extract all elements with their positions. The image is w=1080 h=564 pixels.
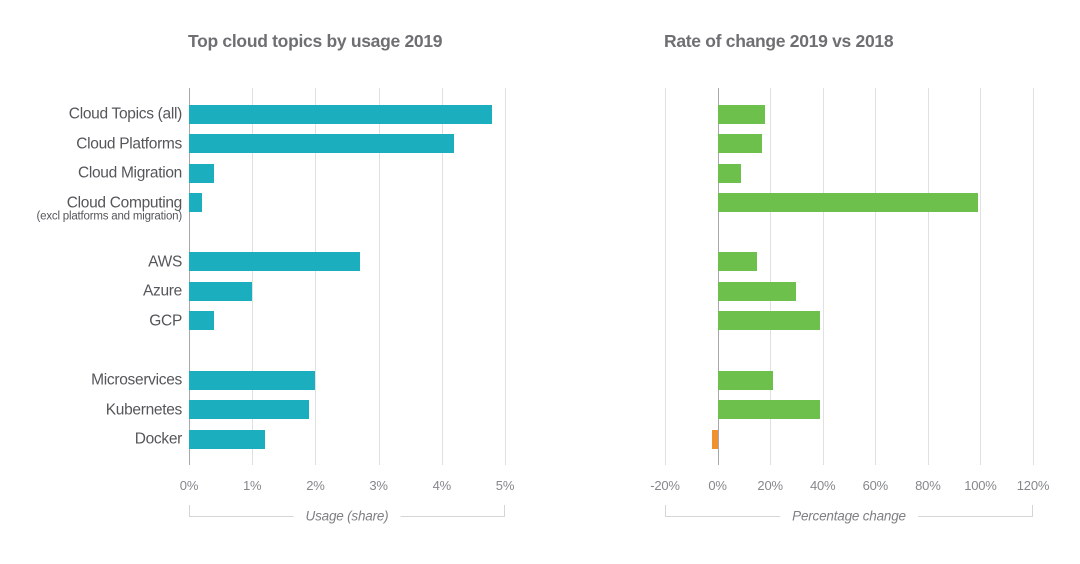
zero-axis-line [189, 88, 190, 465]
bar-aws [717, 252, 757, 272]
plot-area [665, 88, 1034, 465]
bar-azure [717, 281, 797, 301]
bar-cloud-computing [717, 193, 978, 212]
x-axis-label: Usage (share) [293, 508, 401, 524]
bar-gcp [717, 311, 821, 331]
bar-microservices [717, 370, 773, 390]
bar-gcp [189, 311, 215, 331]
category-sublabel-cloud-computing: (excl platforms and migration) [36, 209, 183, 222]
x-axis-label: Percentage change [780, 508, 918, 524]
bar-cloud-platforms [189, 134, 455, 153]
gridline [875, 88, 877, 465]
tick-label: -20% [650, 478, 680, 493]
bar-kubernetes [717, 400, 821, 419]
tick-label: 1% [242, 478, 262, 493]
plot-area [189, 88, 506, 465]
category-label-gcp: GCP [149, 312, 182, 329]
gridline [665, 88, 666, 465]
gridline [505, 88, 506, 465]
gridline [770, 88, 772, 465]
bar-docker [712, 429, 718, 449]
category-label-cloud-migration: Cloud Migration [77, 164, 182, 182]
category-label-cloud-topics-all: Cloud Topics (all) [68, 105, 183, 123]
gridline [980, 88, 982, 465]
tick-label: 120% [1016, 478, 1050, 493]
bar-cloud-computing [189, 193, 202, 212]
x-axis-bracket: Percentage change [665, 505, 1033, 524]
x-axis-bracket: Usage (share) [189, 505, 505, 524]
tick-label: 2% [306, 478, 325, 493]
tick-label: 20% [757, 478, 783, 493]
gridline [441, 88, 443, 465]
category-label-cloud-computing: Cloud Computing [66, 193, 183, 211]
tick-label: 0% [708, 478, 727, 493]
tick-label: 60% [862, 478, 889, 493]
gridline [927, 88, 929, 465]
chart-title: Top cloud topics by usage 2019 [188, 31, 443, 51]
chart-title: Rate of change 2019 vs 2018 [664, 31, 894, 51]
bar-cloud-topics-all [189, 104, 493, 124]
zero-axis-line [717, 88, 719, 465]
gridline [252, 88, 254, 465]
tick-label: 0% [179, 478, 199, 493]
tick-label: 5% [495, 478, 515, 493]
bar-cloud-topics-all [717, 104, 765, 124]
bar-microservices [189, 370, 316, 390]
bar-docker [189, 429, 265, 449]
bar-cloud-migration [189, 163, 215, 183]
tick-label: 3% [369, 478, 388, 493]
tick-label: 80% [915, 478, 941, 493]
tick-label: 100% [964, 478, 997, 493]
category-label-cloud-platforms: Cloud Platforms [76, 134, 182, 152]
category-label-docker: Docker [134, 430, 183, 448]
gridline [378, 88, 380, 465]
bar-aws [189, 252, 360, 272]
bar-azure [189, 281, 253, 301]
category-label-aws: AWS [148, 253, 182, 270]
bar-kubernetes [189, 400, 310, 419]
category-label-microservices: Microservices [91, 371, 182, 389]
tick-label: 40% [809, 478, 836, 493]
gridline [1033, 88, 1034, 465]
category-labels: Cloud Topics (all) Cloud Platforms Cloud M… [0, 88, 183, 465]
gridline [315, 88, 317, 465]
bar-cloud-platforms [717, 134, 763, 153]
tick-label: 4% [432, 478, 452, 493]
bar-cloud-migration [717, 163, 742, 183]
gridline [822, 88, 824, 465]
category-label-kubernetes: Kubernetes [105, 400, 183, 418]
category-label-azure: Azure [143, 282, 182, 300]
